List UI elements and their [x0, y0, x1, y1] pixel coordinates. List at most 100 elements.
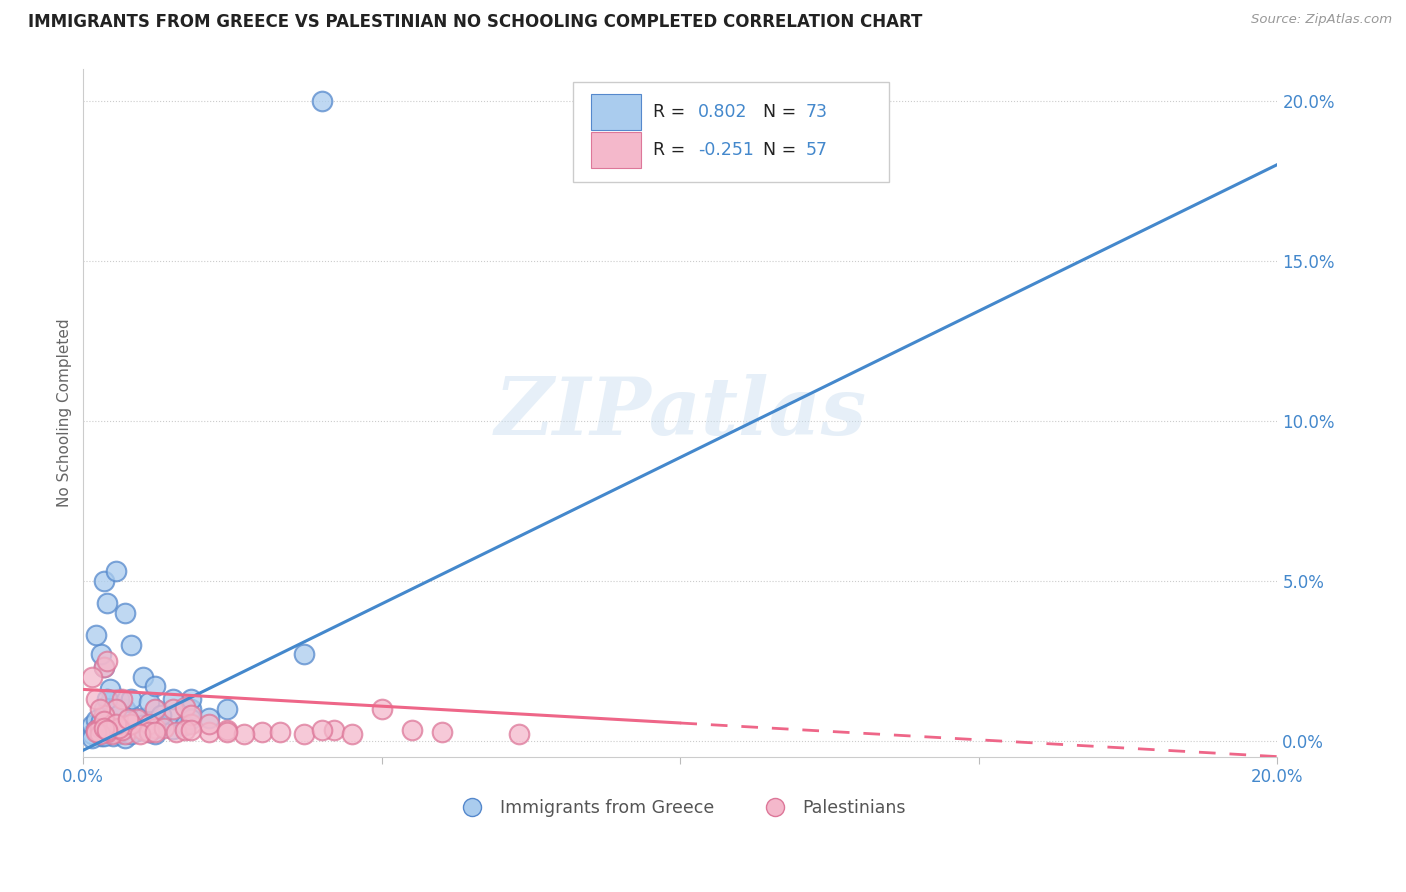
Point [98, 695, 121, 709]
Point [89, 721, 111, 735]
Point [93, 660, 115, 674]
Point [215, 723, 238, 737]
Text: ZIPatlas: ZIPatlas [495, 374, 866, 451]
Point [86, 713, 108, 727]
Point [162, 692, 184, 706]
Point [82, 727, 104, 741]
Text: 0.802: 0.802 [699, 103, 748, 121]
Point [233, 727, 256, 741]
Point [101, 729, 124, 743]
Point [132, 723, 155, 737]
Point [101, 727, 124, 741]
Point [162, 708, 184, 723]
FancyBboxPatch shape [591, 132, 641, 168]
Point [149, 708, 172, 723]
Point [125, 724, 148, 739]
Point [82, 731, 104, 746]
Point [93, 729, 115, 743]
Point [93, 701, 115, 715]
Point [197, 724, 219, 739]
Text: 73: 73 [806, 103, 828, 121]
Point [143, 721, 166, 735]
Point [93, 721, 115, 735]
Point [96, 596, 118, 610]
Point [111, 724, 134, 739]
Point [132, 718, 155, 732]
Point [143, 721, 166, 735]
Point [82, 670, 104, 684]
Point [111, 708, 134, 723]
Text: -0.251: -0.251 [699, 141, 754, 159]
Text: IMMIGRANTS FROM GREECE VS PALESTINIAN NO SCHOOLING COMPLETED CORRELATION CHART: IMMIGRANTS FROM GREECE VS PALESTINIAN NO… [28, 13, 922, 31]
Point [401, 723, 423, 737]
Point [101, 714, 124, 729]
Point [108, 721, 131, 735]
Point [93, 708, 115, 723]
Y-axis label: No Schooling Completed: No Schooling Completed [58, 318, 72, 507]
Point [96, 723, 118, 737]
Point [143, 724, 166, 739]
Point [101, 706, 124, 720]
Point [89, 701, 111, 715]
Point [143, 701, 166, 715]
Point [105, 564, 128, 578]
Point [96, 717, 118, 731]
Point [311, 94, 333, 108]
Point [508, 727, 530, 741]
Point [180, 712, 202, 726]
Point [292, 647, 315, 661]
Point [173, 723, 195, 737]
Point [105, 724, 128, 739]
Point [98, 718, 121, 732]
Point [114, 727, 136, 741]
Point [120, 717, 142, 731]
Point [96, 724, 118, 739]
Point [105, 701, 128, 715]
Point [96, 692, 118, 706]
Point [90, 729, 112, 743]
Point [101, 724, 124, 739]
Point [111, 692, 134, 706]
Point [90, 714, 112, 729]
Point [162, 701, 184, 715]
Point [120, 708, 142, 723]
Point [90, 647, 112, 661]
Point [114, 701, 136, 715]
Point [120, 692, 142, 706]
Point [105, 723, 128, 737]
Point [111, 723, 134, 737]
Point [105, 701, 128, 715]
Point [197, 717, 219, 731]
Point [87, 724, 110, 739]
Point [143, 701, 166, 715]
Point [197, 711, 219, 725]
Point [96, 724, 118, 739]
Point [87, 721, 110, 735]
Point [138, 695, 160, 709]
Text: N =: N = [752, 141, 801, 159]
Point [340, 727, 363, 741]
Point [132, 723, 155, 737]
Point [430, 724, 453, 739]
Point [114, 724, 136, 739]
Text: R =: R = [652, 103, 690, 121]
Point [93, 574, 115, 588]
Point [292, 727, 315, 741]
Point [371, 701, 394, 715]
Point [117, 714, 139, 729]
Point [165, 724, 187, 739]
Point [215, 724, 238, 739]
Point [86, 692, 108, 706]
Point [122, 721, 145, 735]
Point [96, 717, 118, 731]
Point [180, 717, 202, 731]
Point [93, 660, 115, 674]
Text: N =: N = [752, 103, 801, 121]
Point [86, 723, 108, 737]
Legend: Immigrants from Greece, Palestinians: Immigrants from Greece, Palestinians [447, 792, 912, 823]
Text: R =: R = [652, 141, 690, 159]
Point [98, 682, 121, 697]
Point [138, 724, 160, 739]
Point [180, 701, 202, 715]
Point [82, 717, 104, 731]
